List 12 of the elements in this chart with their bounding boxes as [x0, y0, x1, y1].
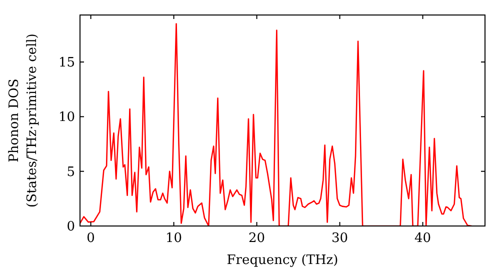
y-tick-label: 15 — [58, 56, 75, 71]
line-series — [80, 23, 472, 226]
x-tick-label: 10 — [166, 231, 182, 246]
x-axis-title: Frequency (THz) — [226, 253, 338, 268]
x-tick-label: 30 — [331, 231, 348, 246]
y-tick-label: 10 — [58, 110, 75, 126]
x-tick-label: 20 — [248, 231, 266, 246]
y-tick-label: 5 — [66, 164, 75, 180]
y-axis-title: Phonon DOS (States/THz·primitive cell) — [7, 33, 40, 208]
y-tick-label: 0 — [66, 220, 75, 235]
x-tick-label: 40 — [414, 231, 432, 246]
x-tick-label: 0 — [86, 231, 95, 246]
